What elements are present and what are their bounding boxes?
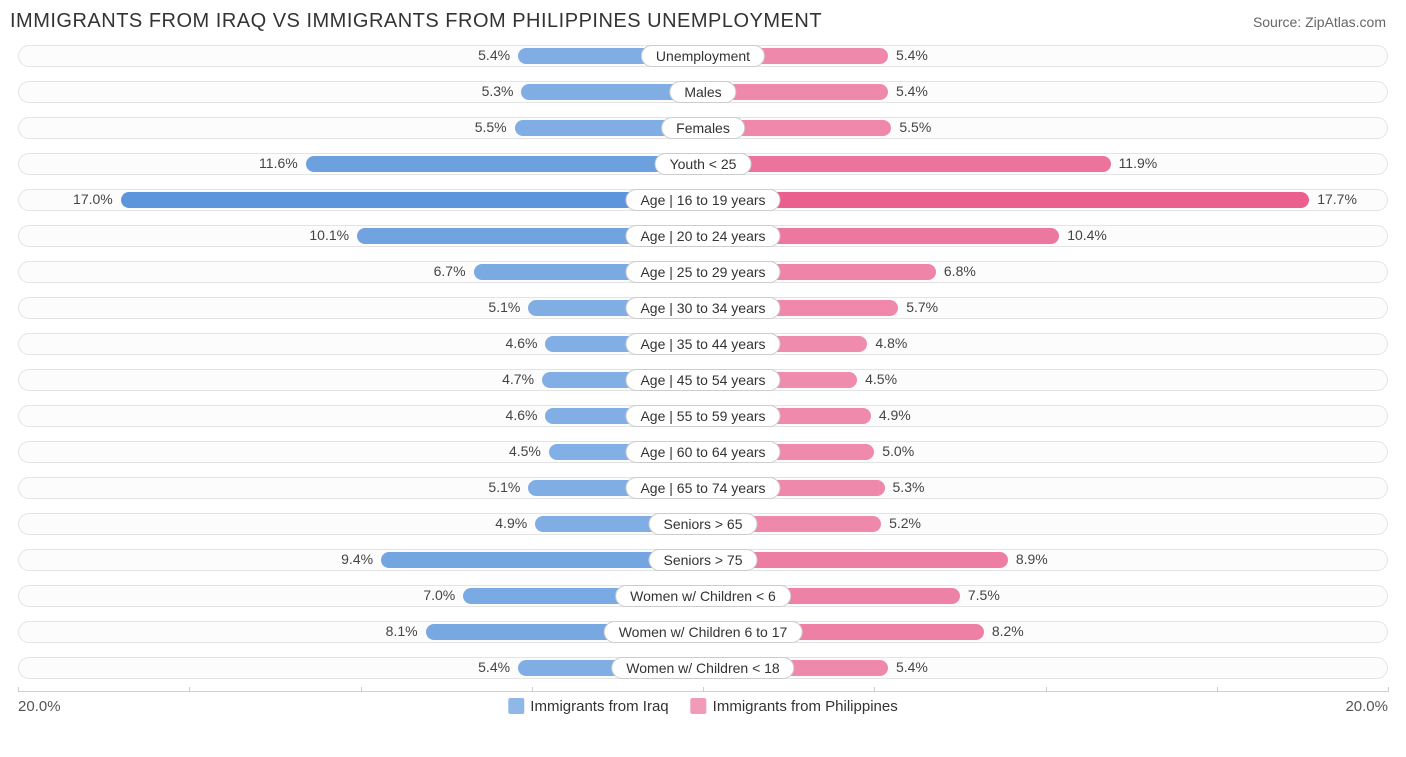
legend: Immigrants from Iraq Immigrants from Phil… bbox=[508, 698, 897, 715]
axis-tick bbox=[18, 687, 19, 692]
diverging-bar-chart: 5.4%5.4%Unemployment5.3%5.4%Males5.5%5.5… bbox=[0, 39, 1406, 721]
bar-left bbox=[121, 192, 703, 208]
chart-row: 8.1% 8.2% Women w/ Children 6 to 17 bbox=[18, 615, 1388, 649]
chart-row: 4.6% 4.8% Age | 35 to 44 years bbox=[18, 327, 1388, 361]
value-left: 11.6% bbox=[259, 155, 298, 171]
category-pill: Age | 45 to 54 years bbox=[625, 369, 780, 391]
value-left: 4.5% bbox=[509, 443, 541, 459]
value-right: 5.5% bbox=[899, 119, 931, 135]
chart-title: IMMIGRANTS FROM IRAQ VS IMMIGRANTS FROM … bbox=[10, 10, 822, 33]
value-right: 8.2% bbox=[992, 623, 1024, 639]
value-left: 5.4% bbox=[478, 47, 510, 63]
value-right: 6.8% bbox=[944, 263, 976, 279]
category-pill: Age | 65 to 74 years bbox=[625, 477, 780, 499]
axis-tick bbox=[189, 687, 190, 692]
value-left: 8.1% bbox=[386, 623, 418, 639]
chart-row: 6.7% 6.8% Age | 25 to 29 years bbox=[18, 255, 1388, 289]
value-right: 11.9% bbox=[1119, 155, 1158, 171]
category-pill: Seniors > 65 bbox=[649, 513, 758, 535]
chart-row: 7.0% 7.5% Women w/ Children < 6 bbox=[18, 579, 1388, 613]
legend-swatch-icon bbox=[508, 698, 524, 714]
category-pill: Age | 16 to 19 years bbox=[625, 189, 780, 211]
category-pill: Age | 55 to 59 years bbox=[625, 405, 780, 427]
value-left: 5.4% bbox=[478, 659, 510, 675]
bar-left bbox=[306, 156, 703, 172]
value-left: 6.7% bbox=[434, 263, 466, 279]
value-left: 4.6% bbox=[506, 407, 538, 423]
value-right: 4.5% bbox=[865, 371, 897, 387]
category-pill: Age | 35 to 44 years bbox=[625, 333, 780, 355]
value-left: 4.6% bbox=[506, 335, 538, 351]
value-left: 5.1% bbox=[488, 299, 520, 315]
chart-row: 11.6% 11.9% Youth < 25 bbox=[18, 147, 1388, 181]
value-left: 5.1% bbox=[488, 479, 520, 495]
chart-row: 4.5% 5.0% Age | 60 to 64 years bbox=[18, 435, 1388, 469]
value-left: 9.4% bbox=[341, 551, 373, 567]
legend-item-left: Immigrants from Iraq bbox=[508, 698, 668, 715]
category-pill: Age | 60 to 64 years bbox=[625, 441, 780, 463]
value-right: 5.3% bbox=[893, 479, 925, 495]
category-pill: Women w/ Children < 18 bbox=[611, 657, 794, 679]
axis-tick bbox=[532, 687, 533, 692]
header: IMMIGRANTS FROM IRAQ VS IMMIGRANTS FROM … bbox=[0, 0, 1406, 39]
value-right: 5.4% bbox=[896, 47, 928, 63]
chart-row: 4.9% 5.2% Seniors > 65 bbox=[18, 507, 1388, 541]
value-left: 4.7% bbox=[502, 371, 534, 387]
chart-row: 4.6% 4.9% Age | 55 to 59 years bbox=[18, 399, 1388, 433]
category-pill: Females bbox=[661, 117, 745, 139]
value-right: 7.5% bbox=[968, 587, 1000, 603]
value-left: 5.5% bbox=[475, 119, 507, 135]
value-left: 17.0% bbox=[73, 191, 113, 207]
chart-row: 9.4% 8.9% Seniors > 75 bbox=[18, 543, 1388, 577]
value-left: 4.9% bbox=[495, 515, 527, 531]
axis-tick bbox=[1217, 687, 1218, 692]
value-right: 4.9% bbox=[879, 407, 911, 423]
chart-row: 5.1% 5.3% Age | 65 to 74 years bbox=[18, 471, 1388, 505]
axis-tick bbox=[874, 687, 875, 692]
value-right: 8.9% bbox=[1016, 551, 1048, 567]
axis-tick bbox=[1046, 687, 1047, 692]
chart-row: 17.0% 17.7% Age | 16 to 19 years bbox=[18, 183, 1388, 217]
value-right: 4.8% bbox=[875, 335, 907, 351]
legend-swatch-icon bbox=[691, 698, 707, 714]
value-right: 10.4% bbox=[1067, 227, 1107, 243]
chart-row: 5.3% 5.4% Males bbox=[18, 75, 1388, 109]
axis-tick bbox=[361, 687, 362, 692]
axis-label-left: 20.0% bbox=[18, 698, 61, 715]
category-pill: Seniors > 75 bbox=[649, 549, 758, 571]
category-pill: Women w/ Children 6 to 17 bbox=[604, 621, 803, 643]
legend-item-right: Immigrants from Philippines bbox=[691, 698, 898, 715]
axis-tick bbox=[1388, 687, 1389, 692]
value-right: 5.0% bbox=[882, 443, 914, 459]
category-pill: Youth < 25 bbox=[655, 153, 752, 175]
category-pill: Age | 30 to 34 years bbox=[625, 297, 780, 319]
chart-row: 5.5% 5.5% Females bbox=[18, 111, 1388, 145]
category-pill: Women w/ Children < 6 bbox=[615, 585, 791, 607]
value-right: 5.7% bbox=[906, 299, 938, 315]
chart-row: 5.1% 5.7% Age | 30 to 34 years bbox=[18, 291, 1388, 325]
value-left: 7.0% bbox=[423, 587, 455, 603]
category-pill: Males bbox=[669, 81, 736, 103]
chart-row: 5.4% 5.4% Unemployment bbox=[18, 39, 1388, 73]
chart-row: 4.7% 4.5% Age | 45 to 54 years bbox=[18, 363, 1388, 397]
value-right: 5.4% bbox=[896, 83, 928, 99]
axis-label-right: 20.0% bbox=[1345, 698, 1388, 715]
value-left: 10.1% bbox=[309, 227, 349, 243]
value-right: 17.7% bbox=[1317, 191, 1357, 207]
category-pill: Age | 20 to 24 years bbox=[625, 225, 780, 247]
chart-row: 10.1% 10.4% Age | 20 to 24 years bbox=[18, 219, 1388, 253]
category-pill: Unemployment bbox=[641, 45, 765, 67]
value-right: 5.2% bbox=[889, 515, 921, 531]
value-right: 5.4% bbox=[896, 659, 928, 675]
chart-row: 5.4% 5.4% Women w/ Children < 18 bbox=[18, 651, 1388, 685]
axis-tick bbox=[703, 687, 704, 692]
category-pill: Age | 25 to 29 years bbox=[625, 261, 780, 283]
axis: 20.0%20.0%Immigrants from IraqImmigrants… bbox=[18, 691, 1388, 721]
source-label: Source: ZipAtlas.com bbox=[1253, 14, 1386, 30]
bar-right bbox=[703, 156, 1111, 172]
value-left: 5.3% bbox=[482, 83, 514, 99]
bar-right bbox=[703, 192, 1309, 208]
